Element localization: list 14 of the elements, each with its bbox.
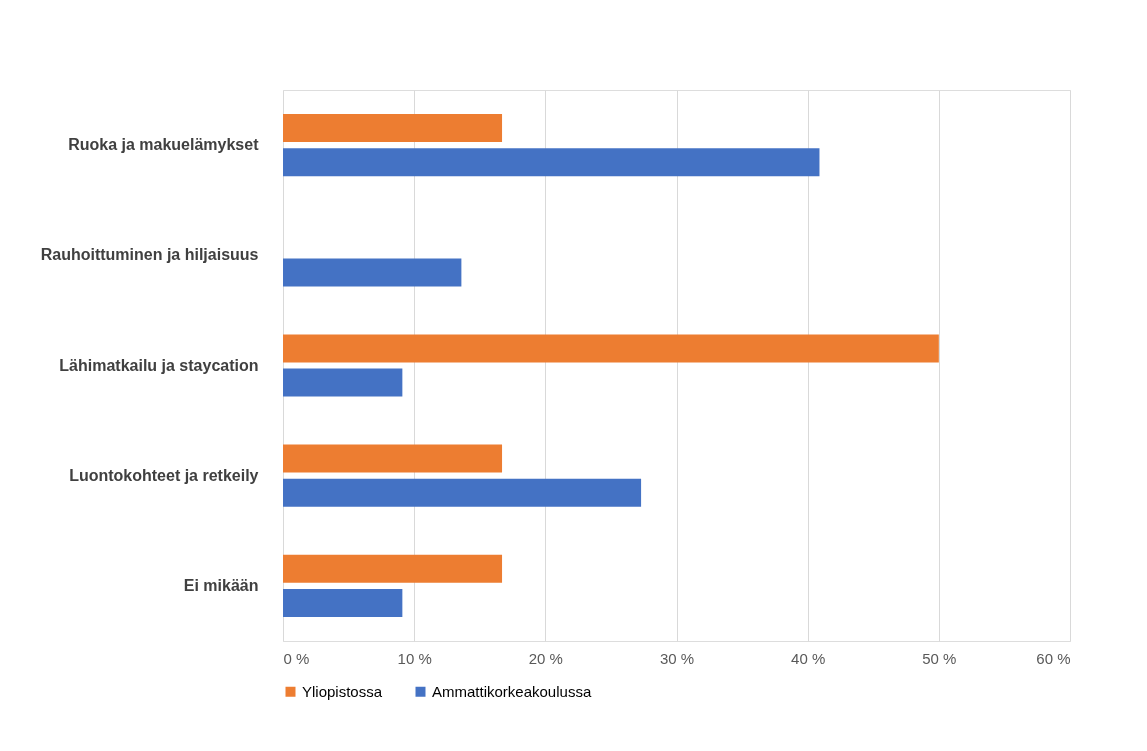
- x-tick-label: 10 %: [397, 649, 432, 667]
- y-tick-label: Luontokohteet ja retkeily: [69, 466, 259, 484]
- x-tick-label: 0 %: [283, 649, 310, 667]
- y-tick-label: Ruoka ja makuelämykset: [68, 136, 260, 154]
- x-tick-label: 20 %: [528, 649, 563, 667]
- x-tick-label: 60 %: [1036, 649, 1071, 667]
- x-tick-label: 40 %: [791, 649, 826, 667]
- x-tick-label: 30 %: [659, 649, 695, 667]
- y-tick-label: Lähimatkailu ja staycation: [59, 356, 259, 374]
- x-tick-label: 50 %: [922, 649, 957, 667]
- legend-label: Ammattikorkeakoulussa: [432, 682, 592, 700]
- legend-label: Yliopistossa: [302, 682, 383, 700]
- y-tick-label: Rauhoittuminen ja hiljaisuus: [40, 246, 259, 264]
- y-tick-label: Ei mikään: [183, 576, 259, 594]
